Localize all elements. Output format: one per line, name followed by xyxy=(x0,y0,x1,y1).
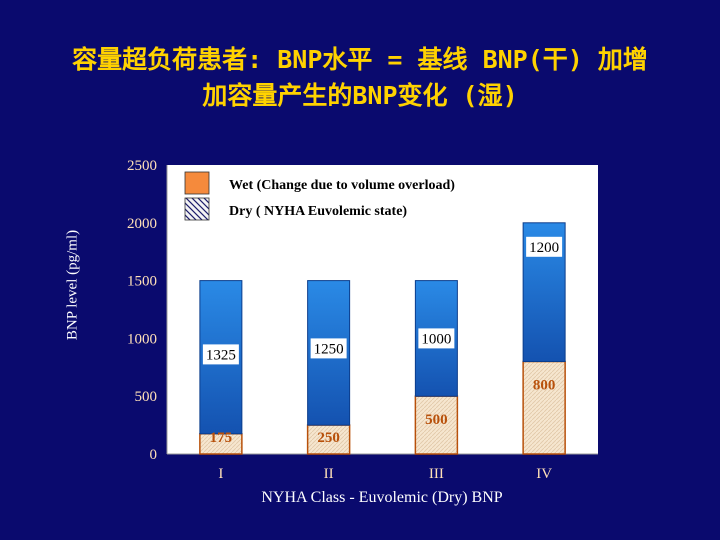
category-label-II: II xyxy=(324,466,334,482)
y-tick-label: 2500 xyxy=(127,158,157,174)
legend-label-2: Dry ( NYHA Euvolemic state) xyxy=(229,204,407,219)
y-tick-label: 1500 xyxy=(127,274,157,290)
data-label-box-wet-II xyxy=(310,338,347,359)
data-label-dry-IV: 800 xyxy=(533,378,556,394)
title-line-1: 容量超负荷患者: BNP水平 = 基线 BNP(干) 加增 xyxy=(72,45,648,74)
bar-dry-IV xyxy=(522,360,566,455)
legend-label-1: Wet (Change due to volume overload) xyxy=(229,178,455,193)
data-label-wet-II: 1250 xyxy=(314,341,344,357)
data-label-dry-II: 250 xyxy=(317,430,340,446)
data-label-wet-IV: 1200 xyxy=(529,240,559,256)
category-labels: I II III IV xyxy=(218,466,552,482)
title-line-2: 加容量产生的BNP变化 (湿) xyxy=(202,81,518,110)
data-label-dry-III: 500 xyxy=(425,412,448,428)
data-label-box-wet-IV xyxy=(526,236,563,257)
x-axis-label: NYHA Class - Euvolemic (Dry) BNP xyxy=(261,489,503,506)
category-label-I: I xyxy=(218,466,223,482)
data-label-wet-III: 1000 xyxy=(421,331,451,347)
y-tick-label: 500 xyxy=(135,389,158,405)
slide-title: 容量超负荷患者: BNP水平 = 基线 BNP(干) 加增 加容量产生的BNP变… xyxy=(0,42,720,114)
bar-dry-II xyxy=(306,424,351,455)
legend-swatch-2 xyxy=(184,197,210,221)
y-tick-label: 0 xyxy=(150,447,158,463)
data-label-wet-I: 1325 xyxy=(206,347,236,363)
data-label-box-wet-I xyxy=(202,344,239,365)
data-label-dry-I: 175 xyxy=(210,430,233,446)
y-tick-label: 2000 xyxy=(127,216,157,232)
category-label-III: III xyxy=(429,466,444,482)
data-label-box-wet-III xyxy=(418,328,455,349)
legend: Wet (Change due to volume overload) Dry (… xyxy=(184,171,455,221)
y-tick-label: 1000 xyxy=(127,331,157,347)
y-axis-label: BNP level (pg/ml) xyxy=(64,229,81,341)
bars-group: 1325 175 1250 250 1000 500 1200 800 xyxy=(199,222,566,455)
legend-swatch-1 xyxy=(184,171,210,195)
y-tick-labels: 0 500 1000 1500 2000 2500 xyxy=(127,158,157,463)
category-label-IV: IV xyxy=(536,466,552,482)
